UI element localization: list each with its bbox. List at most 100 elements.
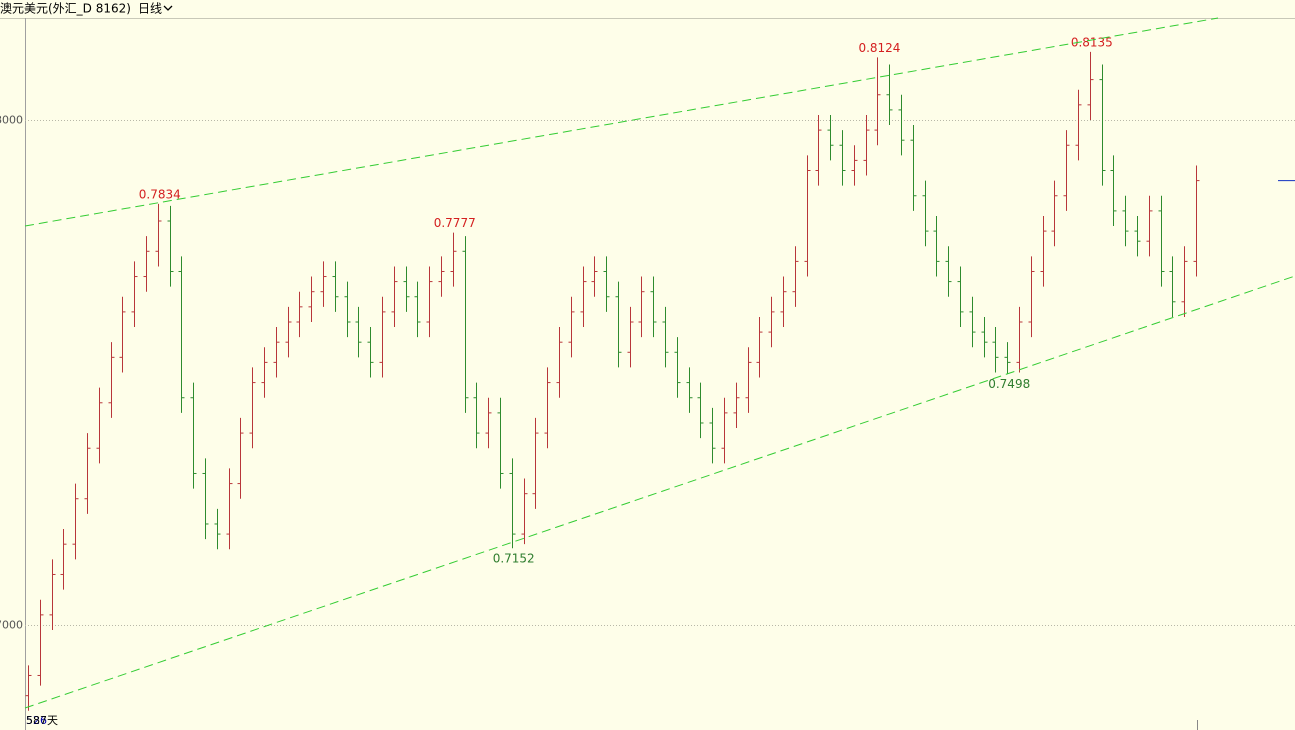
ohlc-bar — [414, 281, 421, 338]
ohlc-bar — [355, 306, 362, 358]
ohlc-bar — [379, 296, 386, 378]
ohlc-bar — [249, 367, 256, 449]
plot-area: 7000 8000 0.7834 0.7777 0.8124 0.8135 0.7152 0.… — [0, 35, 1295, 711]
low-annotation: 0.7152 — [493, 552, 535, 566]
ohlc-bar — [96, 387, 103, 464]
ohlc-bar — [839, 130, 846, 186]
ohlc-bar — [72, 483, 79, 560]
ohlc-bar — [957, 266, 964, 328]
ohlc-bar — [615, 281, 622, 368]
ohlc-bar — [308, 276, 315, 322]
ohlc-bar — [320, 261, 327, 307]
low-annotation: 0.7498 — [988, 377, 1030, 391]
ohlc-bar — [933, 215, 940, 277]
ohlc-bar — [391, 266, 398, 328]
ohlc-bar — [756, 316, 763, 378]
ohlc-bar — [108, 342, 115, 418]
ohlc-bar — [178, 256, 185, 413]
ohlc-bar — [497, 397, 504, 489]
ohlc-bar — [981, 316, 988, 358]
ohlc-bar — [910, 125, 917, 211]
ohlc-bar — [1181, 246, 1188, 317]
ohlc-bar — [544, 367, 551, 449]
ohlc-bar — [898, 94, 905, 156]
lower-trend-line — [24, 275, 1295, 709]
ohlc-bar — [650, 276, 657, 338]
ohlc-bar — [827, 114, 834, 161]
ohlc-bar — [485, 397, 492, 449]
ohlc-bar — [780, 276, 787, 328]
ohlc-bar — [922, 180, 929, 247]
high-annotation: 0.8124 — [858, 41, 900, 55]
ohlc-bar — [863, 114, 870, 176]
ohlc-bar — [1122, 195, 1129, 247]
ohlc-bar — [733, 382, 740, 429]
ohlc-bar — [131, 261, 138, 328]
ohlc-bar — [237, 417, 244, 499]
ohlc-bar — [1146, 195, 1153, 257]
ohlc-bar — [155, 203, 162, 267]
ohlc-bar — [450, 232, 457, 287]
ohlc-bar — [697, 382, 704, 439]
ohlc-bar — [662, 306, 669, 368]
header-bar — [0, 0, 1295, 18]
ohlc-bar — [945, 246, 952, 297]
ohlc-bar — [462, 236, 469, 413]
ohlc-bar — [556, 327, 563, 398]
ohlc-bar — [202, 458, 209, 540]
ohlc-bar — [768, 296, 775, 348]
ohlc-bar — [1134, 215, 1141, 257]
ohlc-bar — [1110, 155, 1117, 227]
ohlc-bar — [580, 266, 587, 328]
dropdown-arrow[interactable] — [163, 5, 173, 11]
ohlc-bar — [627, 306, 634, 368]
ohlc-bar — [1028, 256, 1035, 338]
ohlc-bar — [1063, 130, 1070, 211]
ohlc-bar — [591, 256, 598, 297]
ohlc-bar — [851, 145, 858, 186]
ohlc-bar — [119, 296, 126, 373]
ohlc-bar — [1075, 89, 1082, 161]
ohlc-bar — [1099, 64, 1106, 186]
ohlc-bar — [1016, 306, 1023, 373]
ohlc-bar — [804, 155, 811, 277]
y-tick-label: 8000 — [0, 114, 23, 127]
day-count: 587天 — [26, 714, 58, 727]
period-label[interactable]: 日线 — [138, 2, 162, 16]
ohlc-bar — [261, 347, 268, 398]
ohlc-bar — [1004, 342, 1011, 374]
ohlc-bar — [190, 382, 197, 489]
ohlc-bar — [49, 559, 56, 631]
ohlc-bar — [638, 276, 645, 338]
ohlc-bar — [403, 266, 410, 312]
ohlc-bar — [874, 57, 881, 146]
ohlc-bar — [143, 236, 150, 292]
ohlc-bar — [438, 256, 445, 297]
ohlc-bar — [686, 367, 693, 413]
ohlc-bar — [1051, 180, 1058, 247]
ohlc-bar — [969, 296, 976, 348]
high-annotation: 0.7834 — [139, 187, 181, 201]
ohlc-bar — [1040, 215, 1047, 287]
ohlc-bar — [37, 599, 44, 686]
ohlc-bar — [84, 433, 91, 514]
ohlc-bar — [367, 327, 374, 378]
ohlc-bar — [521, 478, 528, 545]
period-dropdown[interactable]: 日线 — [138, 2, 173, 16]
ohlc-bar — [745, 347, 752, 413]
high-annotation: 0.7777 — [434, 216, 476, 230]
ohlc-bar — [568, 296, 575, 358]
ohlc-bar — [1158, 195, 1165, 287]
ohlc-bar — [285, 306, 292, 358]
ohlc-bar — [1169, 256, 1176, 317]
ohlc-bar — [886, 64, 893, 126]
ohlc-bar — [332, 261, 339, 312]
upper-trend-line — [24, 17, 1219, 227]
symbol-title: 澳元美元(外汇_D 8162) — [0, 2, 131, 16]
ohlc-bar — [1193, 165, 1200, 277]
ohlc-bar — [532, 417, 539, 509]
ohlc-bar — [60, 529, 67, 590]
ohlc-bar — [815, 114, 822, 186]
